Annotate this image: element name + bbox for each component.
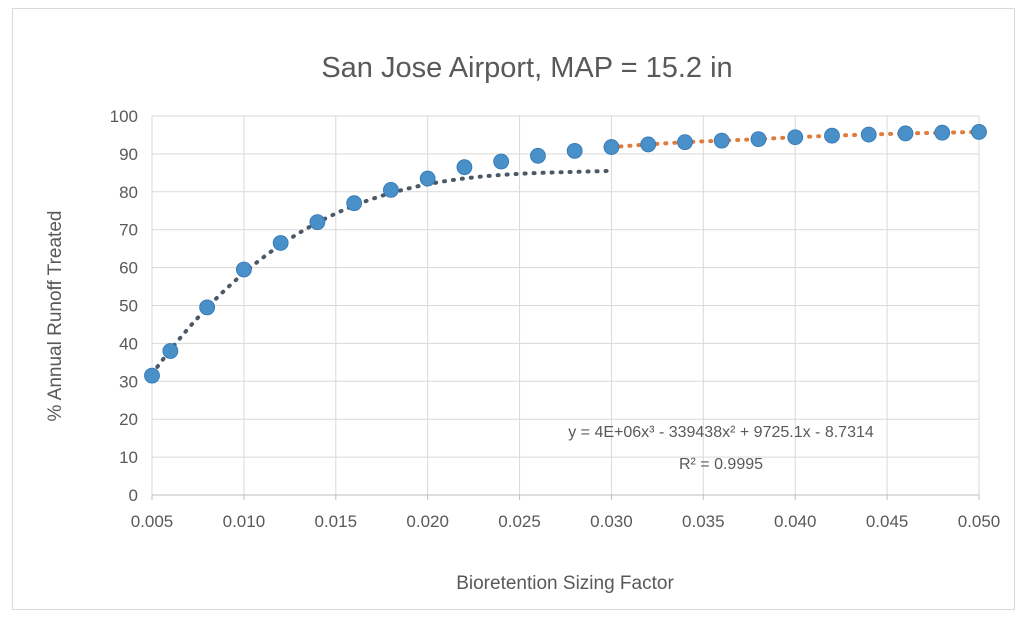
data-point [144,367,160,384]
x-axis-title: Bioretention Sizing Factor [456,573,674,594]
data-points [144,124,987,384]
polynomial-trendline [150,168,614,377]
data-point [566,142,583,159]
chart-title: San Jose Airport, MAP = 15.2 in [321,52,732,84]
trendline-r-squared: R² = 0.9995 [679,456,763,473]
tick-labels: 0 10 20 30 40 50 60 70 80 90 100 0.005 0.010 0.015 0.0… [110,107,1001,531]
data-point [235,261,252,278]
data-point [897,125,914,142]
x-tick-label: 0.015 [315,512,358,531]
data-point [640,136,657,153]
trendlines [150,129,981,377]
y-axis-title: % Annual Runoff Treated [45,211,66,422]
data-point [309,214,326,231]
data-point [383,182,399,198]
data-point [934,124,951,141]
data-point [713,132,730,149]
x-tick-label: 0.020 [406,512,449,531]
fit-trendline [609,129,981,150]
x-tick-label: 0.035 [682,512,725,531]
gridlines [151,115,980,496]
data-point [162,343,179,359]
x-tick-label: 0.045 [866,512,909,531]
data-point [787,129,804,146]
x-tick-label: 0.050 [958,512,1001,531]
data-point [677,134,693,151]
x-tick-label: 0.030 [590,512,633,531]
y-tick-label: 80 [119,183,138,202]
data-point [419,170,436,187]
x-tick-label: 0.005 [131,512,174,531]
data-point [272,235,289,251]
y-tick-label: 0 [129,486,138,505]
y-tick-label: 60 [119,259,138,278]
chart-svg: San Jose Airport, MAP = 15.2 in 0 10 20 30 4… [45,52,1001,594]
data-point [530,147,546,164]
y-tick-label: 40 [119,334,138,353]
y-tick-label: 100 [110,107,138,126]
y-tick-label: 10 [119,448,138,467]
chart-frame: San Jose Airport, MAP = 15.2 in 0 10 20 30 4… [12,8,1015,610]
y-tick-label: 30 [119,372,138,391]
y-tick-label: 50 [119,297,138,316]
x-tick-label: 0.040 [774,512,817,531]
y-tick-label: 70 [119,221,138,240]
data-point [603,139,620,155]
data-point [750,131,767,148]
y-tick-label: 90 [119,145,138,164]
data-point [860,126,877,143]
data-point [824,127,840,144]
x-tick-label: 0.010 [223,512,266,531]
x-tick-label: 0.025 [498,512,541,531]
data-point [199,299,216,316]
trendline-equation: y = 4E+06x³ - 339438x² + 9725.1x - 8.731… [568,424,874,441]
data-point [456,159,473,176]
y-tick-label: 20 [119,410,138,429]
data-point [971,124,987,140]
data-point [346,195,363,212]
axes [151,494,980,500]
data-point [493,153,510,170]
